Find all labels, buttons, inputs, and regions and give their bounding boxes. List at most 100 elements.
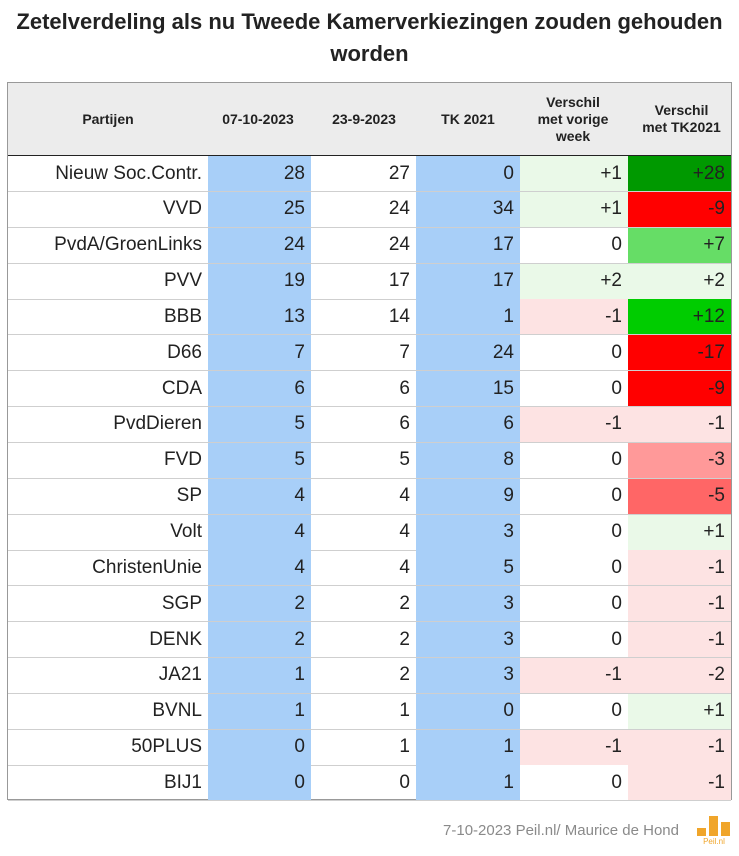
table-row: BVNL 1 1 0 0 +1	[8, 693, 731, 730]
cell-d0710: 6	[208, 371, 311, 407]
cell-d2309: 17	[388, 270, 410, 292]
cell-d2309: 27	[388, 162, 410, 184]
cell-diff_prev: -1	[520, 406, 628, 442]
column-header-line: Verschil	[546, 93, 600, 110]
cell-d0710: 4	[208, 550, 311, 586]
cell-d2309: 0	[399, 771, 410, 793]
cell-d2309: 24	[388, 198, 410, 220]
cell-d0710: 4	[208, 514, 311, 550]
table-row: PVV 19 17 17 +2 +2	[8, 263, 731, 300]
column-header-line: TK 2021	[441, 110, 495, 127]
cell-d0710: 0	[208, 729, 311, 765]
cell-diff_prev: +1	[520, 191, 628, 227]
column-header-line: 07-10-2023	[222, 110, 294, 127]
cell-diff_prev: 0	[520, 514, 628, 550]
table-row: CDA 6 6 15 0 -9	[8, 371, 731, 408]
cell-party: SGP	[161, 592, 202, 614]
cell-diff_tk: +12	[628, 299, 731, 335]
table-row: Nieuw Soc.Contr. 28 27 0 +1 +28	[8, 156, 731, 192]
cell-diff_tk: +28	[628, 156, 731, 191]
cell-party: BVNL	[152, 700, 202, 722]
cell-party: FVD	[164, 449, 202, 471]
peil-logo: Peil.nl	[697, 812, 731, 846]
cell-diff_tk: -9	[628, 191, 731, 227]
column-header-diff_prev: Verschil met vorige week	[520, 83, 626, 155]
cell-d2309: 2	[399, 664, 410, 686]
cell-d2309: 5	[399, 449, 410, 471]
cell-tk2021: 6	[416, 406, 520, 442]
table-row: SP 4 4 9 0 -5	[8, 478, 731, 515]
cell-diff_prev: 0	[520, 371, 628, 407]
cell-d0710: 28	[208, 156, 311, 191]
cell-diff_tk: -2	[628, 657, 731, 693]
table-row: D66 7 7 24 0 -17	[8, 335, 731, 372]
cell-d2309: 6	[399, 413, 410, 435]
column-header-diff_tk: Verschil met TK2021	[628, 83, 735, 155]
table-row: PvdDieren 5 6 6 -1 -1	[8, 406, 731, 443]
table-row: FVD 5 5 8 0 -3	[8, 442, 731, 479]
cell-diff_tk: -1	[628, 765, 731, 801]
cell-diff_tk: -1	[628, 406, 731, 442]
column-header-line: met TK2021	[642, 119, 721, 135]
cell-tk2021: 15	[416, 371, 520, 407]
cell-party: PvdDieren	[113, 413, 202, 435]
table-row: DENK 2 2 3 0 -1	[8, 622, 731, 659]
cell-diff_prev: -1	[520, 657, 628, 693]
cell-d0710: 7	[208, 335, 311, 371]
column-header-line: Partijen	[82, 110, 134, 127]
cell-d2309: 14	[388, 305, 410, 327]
cell-diff_tk: +1	[628, 693, 731, 729]
cell-d0710: 25	[208, 191, 311, 227]
cell-tk2021: 3	[416, 586, 520, 622]
cell-d2309: 6	[399, 377, 410, 399]
cell-d2309: 4	[399, 556, 410, 578]
cell-party: CDA	[161, 377, 202, 399]
cell-party: BIJ1	[163, 771, 202, 793]
cell-tk2021: 1	[416, 729, 520, 765]
cell-party: BBB	[163, 305, 202, 327]
table-row: VVD 25 24 34 +1 -9	[8, 191, 731, 228]
cell-tk2021: 17	[416, 227, 520, 263]
cell-diff_prev: 0	[520, 335, 628, 371]
cell-diff_tk: -1	[628, 586, 731, 622]
cell-tk2021: 0	[416, 156, 520, 191]
cell-tk2021: 0	[416, 693, 520, 729]
cell-diff_tk: -1	[628, 550, 731, 586]
cell-party: PVV	[163, 270, 202, 292]
table-row: PvdA/GroenLinks 24 24 17 0 +7	[8, 227, 731, 264]
cell-diff_prev: -1	[520, 299, 628, 335]
cell-diff_prev: 0	[520, 550, 628, 586]
cell-d0710: 5	[208, 442, 311, 478]
logo-text: Peil.nl	[703, 837, 725, 846]
column-header-party: Partijen	[8, 83, 208, 155]
cell-diff_tk: -1	[628, 729, 731, 765]
cell-tk2021: 17	[416, 263, 520, 299]
cell-d2309: 4	[399, 485, 410, 507]
cell-party: Volt	[170, 521, 202, 542]
cell-party: ChristenUnie	[92, 556, 202, 578]
cell-diff_prev: -1	[520, 729, 628, 765]
cell-tk2021: 3	[416, 657, 520, 693]
table-row: BIJ1 0 0 1 0 -1	[8, 765, 731, 802]
column-header-d2309: 23-9-2023	[311, 83, 417, 155]
cell-diff_prev: +1	[520, 156, 628, 191]
column-header-line: met vorige	[537, 110, 609, 127]
cell-diff_prev: 0	[520, 693, 628, 729]
cell-d2309: 24	[388, 234, 410, 256]
cell-d2309: 2	[399, 592, 410, 614]
cell-diff_tk: -17	[628, 335, 731, 371]
cell-tk2021: 8	[416, 442, 520, 478]
cell-diff_prev: +2	[520, 263, 628, 299]
cell-party: SP	[176, 485, 202, 507]
column-header-tk2021: TK 2021	[416, 83, 520, 155]
table-row: SGP 2 2 3 0 -1	[8, 586, 731, 623]
cell-d0710: 19	[208, 263, 311, 299]
cell-diff_prev: 0	[520, 622, 628, 658]
cell-tk2021: 34	[416, 191, 520, 227]
cell-diff_prev: 0	[520, 765, 628, 801]
column-header-line: week	[555, 127, 591, 144]
cell-d0710: 5	[208, 406, 311, 442]
table-row: JA21 1 2 3 -1 -2	[8, 657, 731, 694]
cell-diff_tk: +7	[628, 227, 731, 263]
column-header-d0710: 07-10-2023	[208, 83, 308, 155]
